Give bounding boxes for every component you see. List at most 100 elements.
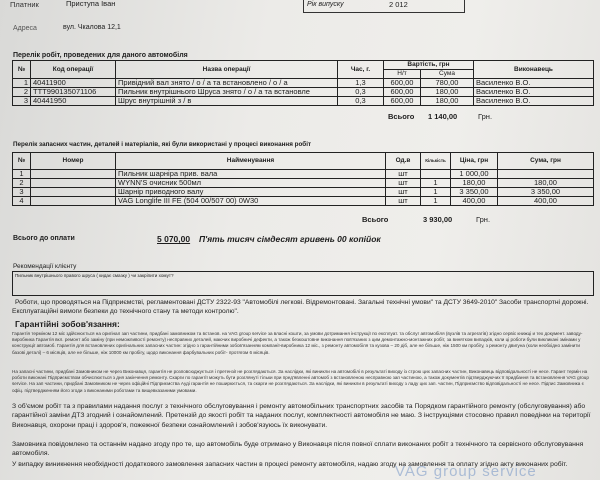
address-value: вул. Чкалова 12,1 — [63, 24, 121, 31]
cell-executor: Василенко В.О. — [473, 87, 594, 97]
cell-no: 4 — [12, 196, 31, 206]
cell-code: 40411900 — [30, 78, 116, 88]
cell-sum: 180,00 — [497, 178, 594, 188]
cell-number — [30, 169, 116, 179]
cell-executor: Василенко В.О. — [473, 96, 594, 106]
cell-unit: шт — [385, 187, 421, 197]
cell-no: 3 — [12, 187, 31, 197]
cell-name: WYNN'S очисник 500мл — [115, 178, 386, 188]
agreement-p2: Замовника повідомлено та останнім надано… — [12, 441, 584, 458]
cell-number — [30, 187, 116, 197]
cell-no: 2 — [12, 178, 31, 188]
cell-code: TTT990135071106 — [30, 87, 116, 97]
works-total-label: Всього — [388, 112, 415, 121]
col-rate: Н/т — [383, 69, 421, 79]
year-box: Рік випуску 2 012 — [303, 0, 465, 13]
cell-sum: 400,00 — [497, 196, 594, 206]
parts-currency: Грн. — [476, 215, 491, 224]
works-table: № Код операції Назва операції Час, г. Вартіс… — [12, 60, 594, 106]
cell-unit: шт — [385, 178, 421, 188]
col-no: № — [12, 60, 31, 79]
cell-number — [30, 178, 116, 188]
cell-unit: шт — [385, 196, 421, 206]
col-unit: Од.в — [385, 152, 421, 170]
cell-price: 180,00 — [450, 178, 498, 188]
cell-no: 1 — [12, 78, 31, 88]
cell-name: Пильник внутрішнього Шруса знято / о / а… — [115, 87, 338, 97]
col-price: Ціна, грн — [450, 152, 498, 170]
table-row: 1 Пильник шарніра прив. вала шт 1 000,00 — [12, 169, 594, 179]
parts-table: № Номер Найменування Од.в Кількість Ціна, грн… — [12, 152, 594, 206]
cell-qty: 1 — [420, 187, 451, 197]
payment-amount: 5 070,00 — [157, 234, 191, 244]
cell-no: 3 — [12, 96, 31, 106]
warranty-p2: На запасні частини, придбані Замовником … — [12, 369, 589, 393]
cell-sum: 3 350,00 — [497, 187, 594, 197]
cell-hours: 0,3 — [337, 87, 384, 97]
col-sum: Сума — [420, 69, 474, 79]
col-number: Номер — [30, 152, 116, 170]
cell-code: 40441950 — [30, 96, 116, 106]
cell-unit: шт — [385, 169, 421, 179]
cell-rate: 600,00 — [383, 78, 421, 88]
warranty-p1: Гарантія терміном 12 міс здійснюється на… — [12, 331, 583, 355]
cell-hours: 0,3 — [337, 96, 384, 106]
cell-executor: Василенко В.О. — [473, 78, 594, 88]
cell-price: 1 000,00 — [450, 169, 498, 179]
works-title: Перелік робіт, проведених для даного авт… — [13, 52, 188, 59]
year-label: Рік випуску — [307, 1, 344, 8]
col-sum: Сума, грн — [497, 152, 594, 170]
agreement-p3: У випадку виникнення необхідності додатк… — [12, 461, 568, 468]
works-total: 1 140,00 — [428, 112, 458, 121]
table-row: 1 40411900 Привідний вал знято / о / а та … — [12, 78, 594, 88]
cell-price: 3 350,00 — [450, 187, 498, 197]
agreement-p1: З об'ємом робіт та з правилами надання п… — [12, 403, 591, 429]
standards-text: Роботи, що проводяться на Підприємстві, … — [12, 299, 589, 315]
client-name: Приступа Іван — [66, 0, 116, 8]
stamp: VAG group service — [395, 463, 537, 480]
col-executor: Виконавець — [473, 60, 594, 79]
cell-sum — [497, 169, 594, 179]
cell-sum: 180,00 — [420, 96, 474, 106]
col-no: № — [12, 152, 31, 170]
cell-rate: 600,00 — [383, 96, 421, 106]
col-code: Код операції — [30, 60, 116, 79]
cell-name: Шрус внутрішній з / в — [115, 96, 338, 106]
recommendations-label: Рекомендації клієнту — [13, 263, 77, 270]
cell-sum: 780,00 — [420, 78, 474, 88]
cell-no: 2 — [12, 87, 31, 97]
cell-rate: 600,00 — [383, 87, 421, 97]
cell-name: Пильник шарніра прив. вала — [115, 169, 386, 179]
col-qty: Кількість — [420, 152, 451, 170]
address-label: Адреса — [13, 25, 37, 32]
cell-hours: 1,3 — [337, 78, 384, 88]
table-row: 3 40441950 Шрус внутрішній з / в 0,3 600,00 1… — [12, 96, 594, 106]
recommendations-box: Пильник внутрішнього правого шруса ( кид… — [12, 271, 594, 296]
parts-total: 3 930,00 — [423, 215, 453, 224]
works-currency: Грн. — [478, 112, 493, 121]
table-row: 2 WYNN'S очисник 500мл шт 1 180,00 180,00 — [12, 178, 594, 188]
col-hours: Час, г. — [337, 60, 384, 79]
cell-no: 1 — [12, 169, 31, 179]
cell-qty: 1 — [420, 178, 451, 188]
year-value: 2 012 — [389, 0, 408, 9]
table-row: 2 TTT990135071106 Пильник внутрішнього Шру… — [12, 87, 594, 97]
payment-label: Всього до оплати — [13, 235, 75, 242]
cell-qty: 1 — [420, 196, 451, 206]
cell-number — [30, 196, 116, 206]
cell-name: Шарнір приводного валу — [115, 187, 386, 197]
col-name: Назва операції — [115, 60, 338, 79]
col-cost: Вартість, грн — [383, 60, 474, 70]
cell-name: VAG Longlife III FE (504 00/507 00) 0W30 — [115, 196, 386, 206]
col-name: Найменування — [115, 152, 386, 170]
table-row: 4 VAG Longlife III FE (504 00/507 00) 0W3… — [12, 196, 594, 206]
parts-title: Перелік запасних частин, деталей і матер… — [13, 141, 312, 148]
table-row: 3 Шарнір приводного валу шт 1 3 350,00 3 350,… — [12, 187, 594, 197]
payment-words: П'ять тисяч сімдесят гривень 00 копійок — [199, 234, 381, 244]
client-label: Платник — [10, 0, 39, 9]
warranty-title: Гарантійні зобов'язання: — [15, 319, 120, 329]
cell-qty — [420, 169, 451, 179]
parts-total-label: Всього — [362, 215, 389, 224]
cell-price: 400,00 — [450, 196, 498, 206]
cell-name: Привідний вал знято / о / а та встановле… — [115, 78, 338, 88]
